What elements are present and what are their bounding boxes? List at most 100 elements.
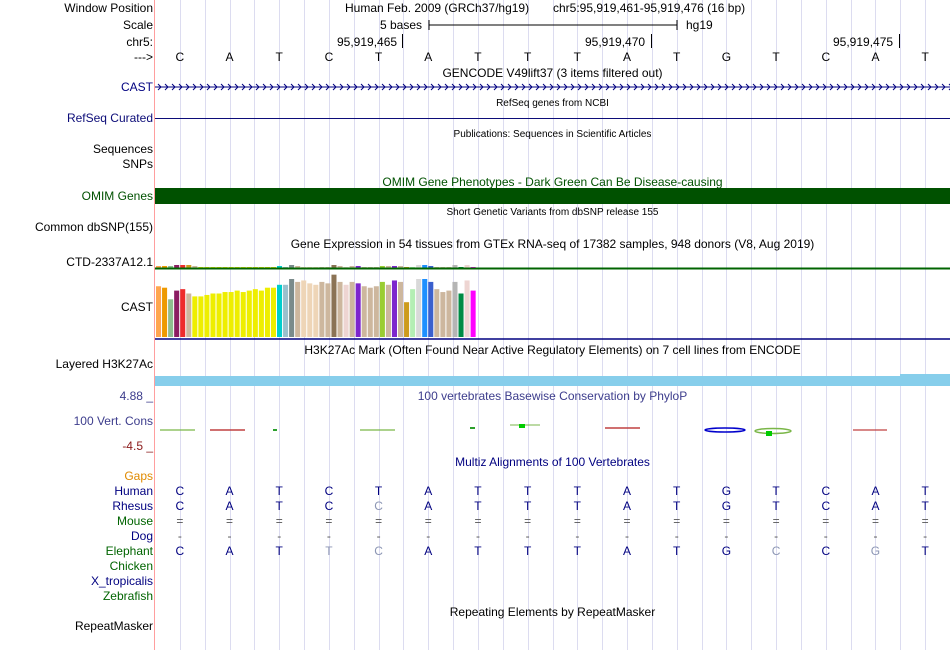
gtex-cast-bar[interactable] — [398, 281, 404, 337]
multiz-species-label[interactable]: Rhesus — [112, 499, 153, 513]
gtex-cast-bar[interactable] — [186, 293, 192, 338]
multiz-species-label[interactable]: Mouse — [116, 514, 153, 528]
gtex-cast-bar[interactable] — [216, 293, 222, 338]
gtex-cast-bar[interactable] — [373, 286, 379, 337]
gtex-small-bar[interactable] — [398, 266, 404, 268]
gtex-small-bar[interactable] — [337, 266, 343, 268]
gtex-cast-bar[interactable] — [349, 281, 355, 337]
gtex-cast-bar[interactable] — [283, 284, 289, 337]
dbsnp-side-label[interactable]: Common dbSNP(155) — [34, 220, 153, 234]
gtex-expression-plot[interactable] — [155, 255, 950, 341]
gtex-cast-bar[interactable] — [289, 279, 295, 337]
gtex-small-bar[interactable] — [428, 266, 434, 268]
gtex-small-bar[interactable] — [168, 266, 174, 268]
gtex-cast-bar[interactable] — [270, 287, 276, 337]
repeatmasker-side-label[interactable]: RepeatMasker — [74, 619, 153, 633]
gtex-cast-bar[interactable] — [343, 284, 349, 337]
gtex-cast-bar[interactable] — [252, 289, 258, 337]
gtex-cast-bar[interactable] — [295, 281, 301, 337]
gtex-cast-bar[interactable] — [391, 280, 397, 337]
multiz-species-label[interactable]: X_tropicalis — [90, 574, 153, 588]
gtex-cast-bar[interactable] — [192, 296, 198, 337]
phylop-wiggle[interactable] — [155, 420, 950, 440]
refseq-side-label[interactable]: RefSeq Curated — [66, 111, 153, 125]
publications-side-label-1[interactable]: Sequences — [92, 142, 153, 156]
gtex-cast-bar[interactable] — [355, 283, 361, 337]
gtex-cast-bar[interactable] — [277, 284, 283, 337]
gtex-small-bar[interactable] — [162, 266, 168, 268]
multiz-species-label[interactable]: Dog — [130, 529, 153, 543]
gtex-cast-bar[interactable] — [452, 281, 458, 337]
gtex-small-bar[interactable] — [391, 266, 397, 268]
gtex-cast-bar[interactable] — [301, 280, 307, 337]
gtex-small-bar[interactable] — [174, 265, 180, 268]
gtex-cast-bar[interactable] — [210, 293, 216, 338]
gtex-cast-bar[interactable] — [258, 290, 264, 337]
gtex-cast-bar[interactable] — [428, 281, 434, 337]
gtex-cast-bar[interactable] — [204, 294, 210, 337]
gtex-cast-bar[interactable] — [367, 287, 373, 337]
gencode-gene-feature[interactable] — [155, 80, 950, 94]
gtex-small-bar[interactable] — [452, 265, 458, 268]
gtex-cast-bar[interactable] — [156, 286, 162, 337]
multiz-species-label[interactable]: Chicken — [109, 559, 153, 573]
gtex-cast-bar[interactable] — [228, 292, 234, 337]
gtex-small-bar[interactable] — [355, 266, 361, 268]
gtex-cast-bar[interactable] — [307, 283, 313, 337]
gtex-cast-bar[interactable] — [379, 281, 385, 337]
gtex-small-bar[interactable] — [295, 266, 301, 268]
gtex-cast-bar[interactable] — [470, 290, 476, 337]
gtex-cast-bar[interactable] — [385, 284, 391, 337]
gtex-cast-bar[interactable] — [198, 296, 204, 337]
gtex-cast-bar[interactable] — [174, 290, 180, 337]
gtex-cast-bar[interactable] — [337, 281, 343, 337]
gtex-small-bar[interactable] — [186, 265, 192, 268]
gtex-cast-bar[interactable] — [464, 280, 470, 337]
refseq-gene-line[interactable] — [155, 118, 950, 119]
gtex-cast-bar[interactable] — [446, 290, 452, 337]
publications-side-label-2[interactable]: SNPs — [122, 157, 153, 171]
gtex-cast-bar[interactable] — [416, 279, 422, 337]
gtex-cast-bar[interactable] — [246, 290, 252, 337]
gtex-small-bar[interactable] — [277, 266, 283, 268]
gtex-cast-bar[interactable] — [361, 286, 367, 337]
h3k27ac-signal-bar[interactable] — [155, 376, 900, 386]
gtex-cast-bar[interactable] — [331, 274, 337, 337]
h3k27ac-signal-bar-end[interactable] — [900, 374, 950, 386]
gtex-small-bar[interactable] — [464, 265, 470, 268]
gtex-cast-bar[interactable] — [410, 289, 416, 337]
gtex-cast-bar[interactable] — [234, 290, 240, 337]
gtex-cast-bar[interactable] — [168, 299, 174, 337]
gtex-cast-bar[interactable] — [222, 292, 228, 337]
gtex-side-label-1[interactable]: CTD-2337A12.1 — [66, 255, 153, 269]
gtex-cast-bar[interactable] — [313, 284, 319, 337]
gtex-small-bar[interactable] — [416, 265, 422, 268]
gtex-cast-bar[interactable] — [240, 292, 246, 337]
gtex-cast-bar[interactable] — [162, 287, 168, 337]
multiz-species-label[interactable]: Human — [114, 484, 153, 498]
gtex-small-bar[interactable] — [289, 265, 295, 268]
multiz-species-label[interactable]: Zebrafish — [102, 589, 153, 603]
gencode-side-label[interactable]: CAST — [120, 80, 153, 94]
gtex-small-bar[interactable] — [156, 266, 162, 268]
phylop-side-label[interactable]: 100 Vert. Cons — [73, 414, 153, 428]
gtex-cast-bar[interactable] — [422, 279, 428, 337]
gtex-cast-bar[interactable] — [180, 289, 186, 337]
omim-side-label[interactable]: OMIM Genes — [81, 189, 153, 203]
omim-gene-feature[interactable] — [155, 188, 950, 204]
gtex-side-label-2[interactable]: CAST — [120, 300, 153, 314]
gtex-cast-bar[interactable] — [325, 283, 331, 337]
gtex-cast-bar[interactable] — [319, 281, 325, 337]
gtex-small-bar[interactable] — [192, 266, 198, 268]
gtex-small-bar[interactable] — [180, 265, 186, 268]
gtex-small-bar[interactable] — [349, 266, 355, 268]
h3k27ac-side-label[interactable]: Layered H3K27Ac — [55, 357, 153, 371]
gtex-cast-bar[interactable] — [440, 292, 446, 337]
multiz-species-label[interactable]: Elephant — [105, 544, 153, 558]
gtex-cast-bar[interactable] — [434, 289, 440, 337]
gtex-small-bar[interactable] — [331, 265, 337, 268]
gtex-small-bar[interactable] — [385, 266, 391, 268]
gtex-cast-bar[interactable] — [264, 287, 270, 337]
multiz-gaps-label[interactable]: Gaps — [124, 469, 153, 483]
